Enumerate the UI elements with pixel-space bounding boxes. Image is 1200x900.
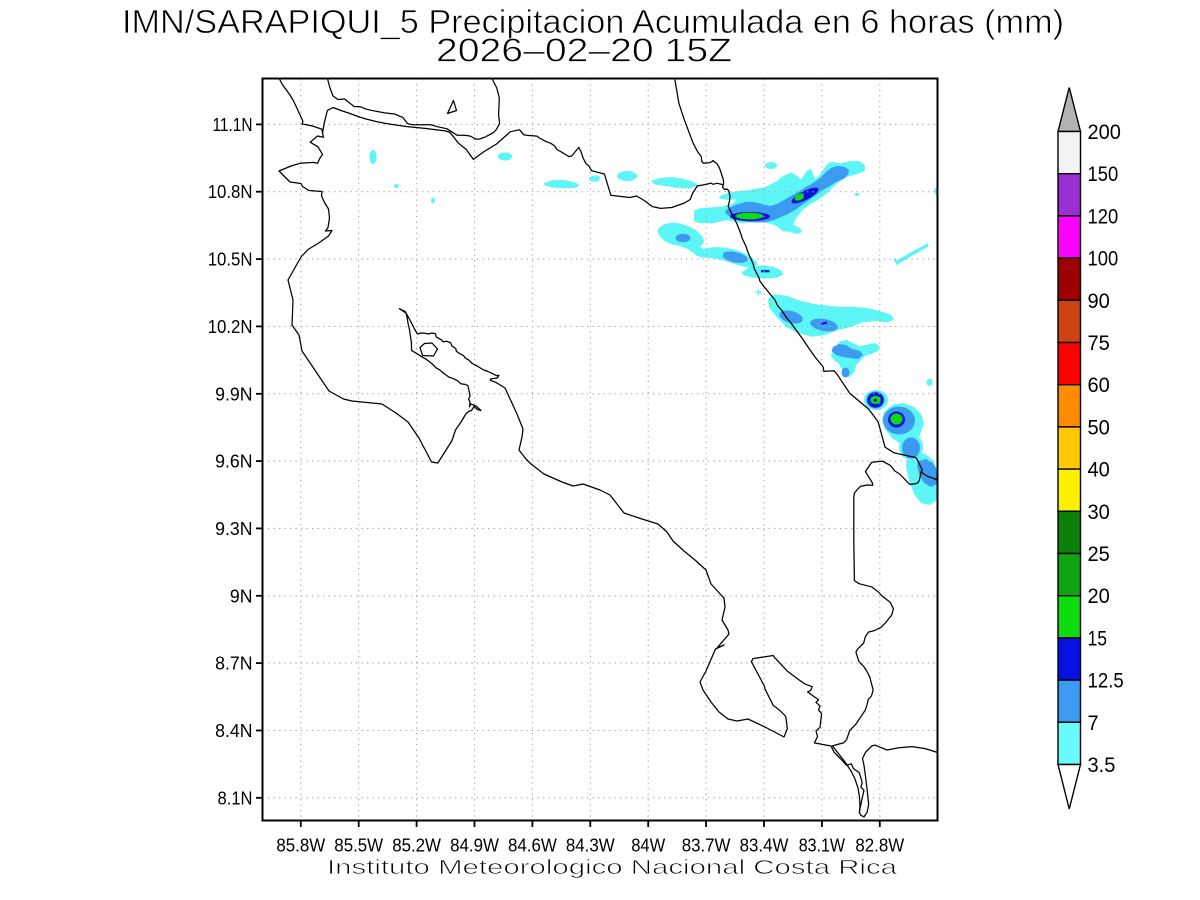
svg-text:8.4N: 8.4N [215, 720, 252, 741]
svg-text:10.8N: 10.8N [208, 181, 253, 202]
svg-text:20: 20 [1088, 585, 1110, 608]
svg-text:85.2W: 85.2W [392, 835, 441, 856]
svg-text:30: 30 [1088, 501, 1110, 524]
svg-text:90: 90 [1088, 290, 1110, 313]
svg-text:2026–02–20 15Z: 2026–02–20 15Z [436, 32, 732, 69]
svg-text:10.5N: 10.5N [208, 249, 253, 270]
svg-text:9.6N: 9.6N [215, 451, 252, 472]
svg-text:9.3N: 9.3N [215, 518, 252, 539]
svg-text:83.1W: 83.1W [799, 835, 846, 856]
svg-text:25: 25 [1088, 543, 1110, 566]
svg-text:75: 75 [1088, 332, 1110, 355]
svg-text:11.1N: 11.1N [213, 114, 253, 135]
svg-text:84.3W: 84.3W [566, 835, 615, 856]
svg-text:100: 100 [1088, 248, 1119, 271]
svg-text:84W: 84W [631, 835, 665, 856]
svg-text:10.2N: 10.2N [208, 316, 253, 337]
svg-text:83.4W: 83.4W [740, 835, 789, 856]
svg-text:84.6W: 84.6W [508, 835, 557, 856]
svg-text:IMN/SARAPIQUI_5 Precipitacion: IMN/SARAPIQUI_5 Precipitacion Acumulada … [122, 3, 1064, 40]
svg-text:60: 60 [1088, 374, 1110, 397]
svg-text:84.9W: 84.9W [450, 835, 499, 856]
svg-text:8.7N: 8.7N [215, 653, 252, 674]
svg-text:150: 150 [1088, 163, 1119, 186]
svg-text:40: 40 [1088, 459, 1110, 482]
svg-text:83.7W: 83.7W [682, 835, 731, 856]
svg-text:82.8W: 82.8W [855, 835, 904, 856]
svg-text:Instituto Meteorologico Nacion: Instituto Meteorologico Nacional Costa R… [327, 856, 898, 879]
svg-text:3.5: 3.5 [1088, 754, 1116, 777]
svg-text:120: 120 [1088, 205, 1119, 228]
svg-text:8.1N: 8.1N [218, 787, 253, 808]
svg-text:9.9N: 9.9N [215, 383, 252, 404]
svg-text:12.5: 12.5 [1088, 670, 1124, 693]
svg-text:15: 15 [1088, 627, 1108, 650]
svg-text:85.5W: 85.5W [334, 835, 383, 856]
svg-text:7: 7 [1088, 712, 1099, 735]
svg-text:85.8W: 85.8W [276, 835, 325, 856]
svg-text:200: 200 [1088, 121, 1121, 144]
svg-text:9N: 9N [230, 585, 253, 606]
svg-text:50: 50 [1088, 416, 1110, 439]
